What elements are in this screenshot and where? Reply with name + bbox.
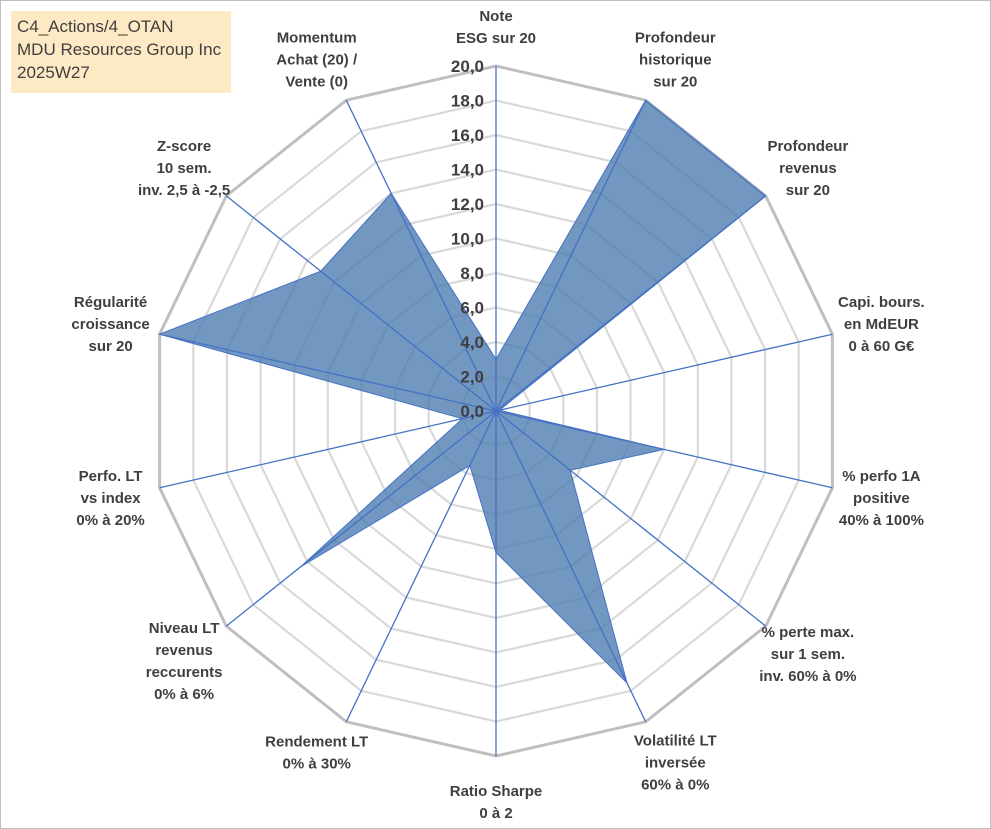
axis-label: Perfo. LT vs index 0% à 20% (76, 468, 144, 529)
axis-label-line: % perte max. (762, 624, 855, 641)
axis-spoke (495, 410, 647, 723)
axis-label-line: sur 20 (88, 338, 132, 355)
axis-label: Note ESG sur 20 (456, 8, 536, 47)
tick-label: 18,0 (451, 92, 484, 111)
axis-label: Régularité croissance sur 20 (71, 294, 149, 355)
axis-spoke (495, 410, 833, 489)
radar-axis-labels: Note ESG sur 20 Profondeur historique sur 20… (71, 8, 924, 822)
axis-label-line: Vente (0) (285, 74, 348, 91)
axis-spoke (159, 333, 497, 412)
axis-label-line: Ratio Sharpe (450, 783, 543, 800)
axis-spoke (495, 99, 647, 412)
tick-label: 4,0 (460, 333, 484, 352)
axis-label-line: Momentum (277, 30, 357, 47)
axis-label-line: 10 sem. (157, 160, 212, 177)
axis-label: Profondeur historique sur 20 (635, 30, 716, 91)
axis-label-line: sur 1 sem. (771, 646, 845, 663)
axis-label-line: Volatilité LT (634, 732, 717, 749)
axis-label-line: Profondeur (767, 138, 848, 155)
title-line-1: C4_Actions/4_OTAN (17, 17, 174, 36)
axis-label-line: historique (639, 52, 712, 69)
axis-label-line: 0% à 20% (76, 512, 144, 529)
axis-spoke (159, 410, 497, 489)
axis-spoke (495, 410, 767, 627)
axis-label-line: Achat (20) / (276, 52, 358, 69)
axis-label-line: inv. 2,5 à -2,5 (138, 182, 230, 199)
axis-label: Z-score 10 sem. inv. 2,5 à -2,5 (138, 138, 230, 199)
tick-label: 20,0 (451, 57, 484, 76)
axis-spoke (225, 195, 497, 412)
axis-label-line: positive (853, 490, 910, 507)
axis-label-line: Note (479, 8, 512, 25)
axis-label-line: Capi. bours. (838, 294, 925, 311)
axis-label-line: Z-score (157, 138, 211, 155)
axis-label-line: inversée (645, 754, 706, 771)
tick-label: 2,0 (460, 368, 484, 387)
axis-label-line: 0 à 60 G€ (848, 338, 915, 355)
axis-label-line: revenus (779, 160, 837, 177)
axis-label: % perfo 1A positive 40% à 100% (839, 468, 924, 529)
tick-label: 14,0 (451, 161, 484, 180)
tick-label: 8,0 (460, 264, 484, 283)
title-line-3: 2025W27 (17, 63, 90, 82)
axis-label: Rendement LT 0% à 30% (265, 734, 368, 773)
axis-label-line: 0 à 2 (479, 805, 512, 822)
tick-label: 12,0 (451, 195, 484, 214)
radar-spokes (159, 66, 833, 756)
axis-label-line: 40% à 100% (839, 512, 924, 529)
axis-label: Capi. bours. en MdEUR 0 à 60 G€ (838, 294, 925, 355)
tick-label: 16,0 (451, 126, 484, 145)
axis-label-line: inv. 60% à 0% (759, 668, 856, 685)
axis-label-line: sur 20 (653, 74, 697, 91)
axis-label-line: 60% à 0% (641, 776, 709, 793)
axis-label-line: ESG sur 20 (456, 30, 536, 47)
axis-label: Profondeur revenus sur 20 (767, 138, 848, 199)
axis-label: Ratio Sharpe 0 à 2 (450, 783, 543, 822)
axis-label-line: 0% à 30% (283, 756, 351, 773)
tick-label: 6,0 (460, 299, 484, 318)
axis-label-line: sur 20 (786, 182, 830, 199)
axis-label-line: reccurents (146, 664, 223, 681)
axis-label: % perte max. sur 1 sem. inv. 60% à 0% (759, 624, 856, 685)
radar-area-layer (158, 99, 767, 685)
axis-label-line: % perfo 1A (842, 468, 921, 485)
axis-spoke (495, 333, 833, 412)
axis-label: Volatilité LT inversée 60% à 0% (634, 732, 717, 793)
radar-tick-labels: 0,0 2,0 4,0 6,0 8,0 10,0 12,0 14,0 16,0 18,0 20,0 (451, 57, 484, 421)
axis-spoke (345, 410, 497, 723)
chart-title-box: C4_Actions/4_OTAN MDU Resources Group In… (11, 11, 231, 93)
axis-spoke (345, 99, 497, 412)
axis-label-line: Profondeur (635, 30, 716, 47)
axis-label-line: en MdEUR (844, 316, 919, 333)
title-line-2: MDU Resources Group Inc (17, 40, 222, 59)
axis-label-line: Régularité (74, 294, 147, 311)
axis-spoke (225, 410, 497, 627)
axis-label-line: Rendement LT (265, 734, 368, 751)
data-area (158, 99, 767, 685)
tick-label: 0,0 (460, 402, 484, 421)
axis-label-line: Niveau LT (149, 620, 220, 637)
tick-label: 10,0 (451, 230, 484, 249)
axis-spoke (495, 195, 767, 412)
axis-label: Momentum Achat (20) / Vente (0) (276, 30, 358, 91)
axis-label: Niveau LT revenus reccurents 0% à 6% (146, 620, 223, 703)
axis-label-line: Perfo. LT (79, 468, 143, 485)
axis-label-line: vs index (81, 490, 142, 507)
axis-label-line: revenus (155, 642, 213, 659)
axis-label-line: croissance (71, 316, 149, 333)
axis-label-line: 0% à 6% (154, 686, 214, 703)
